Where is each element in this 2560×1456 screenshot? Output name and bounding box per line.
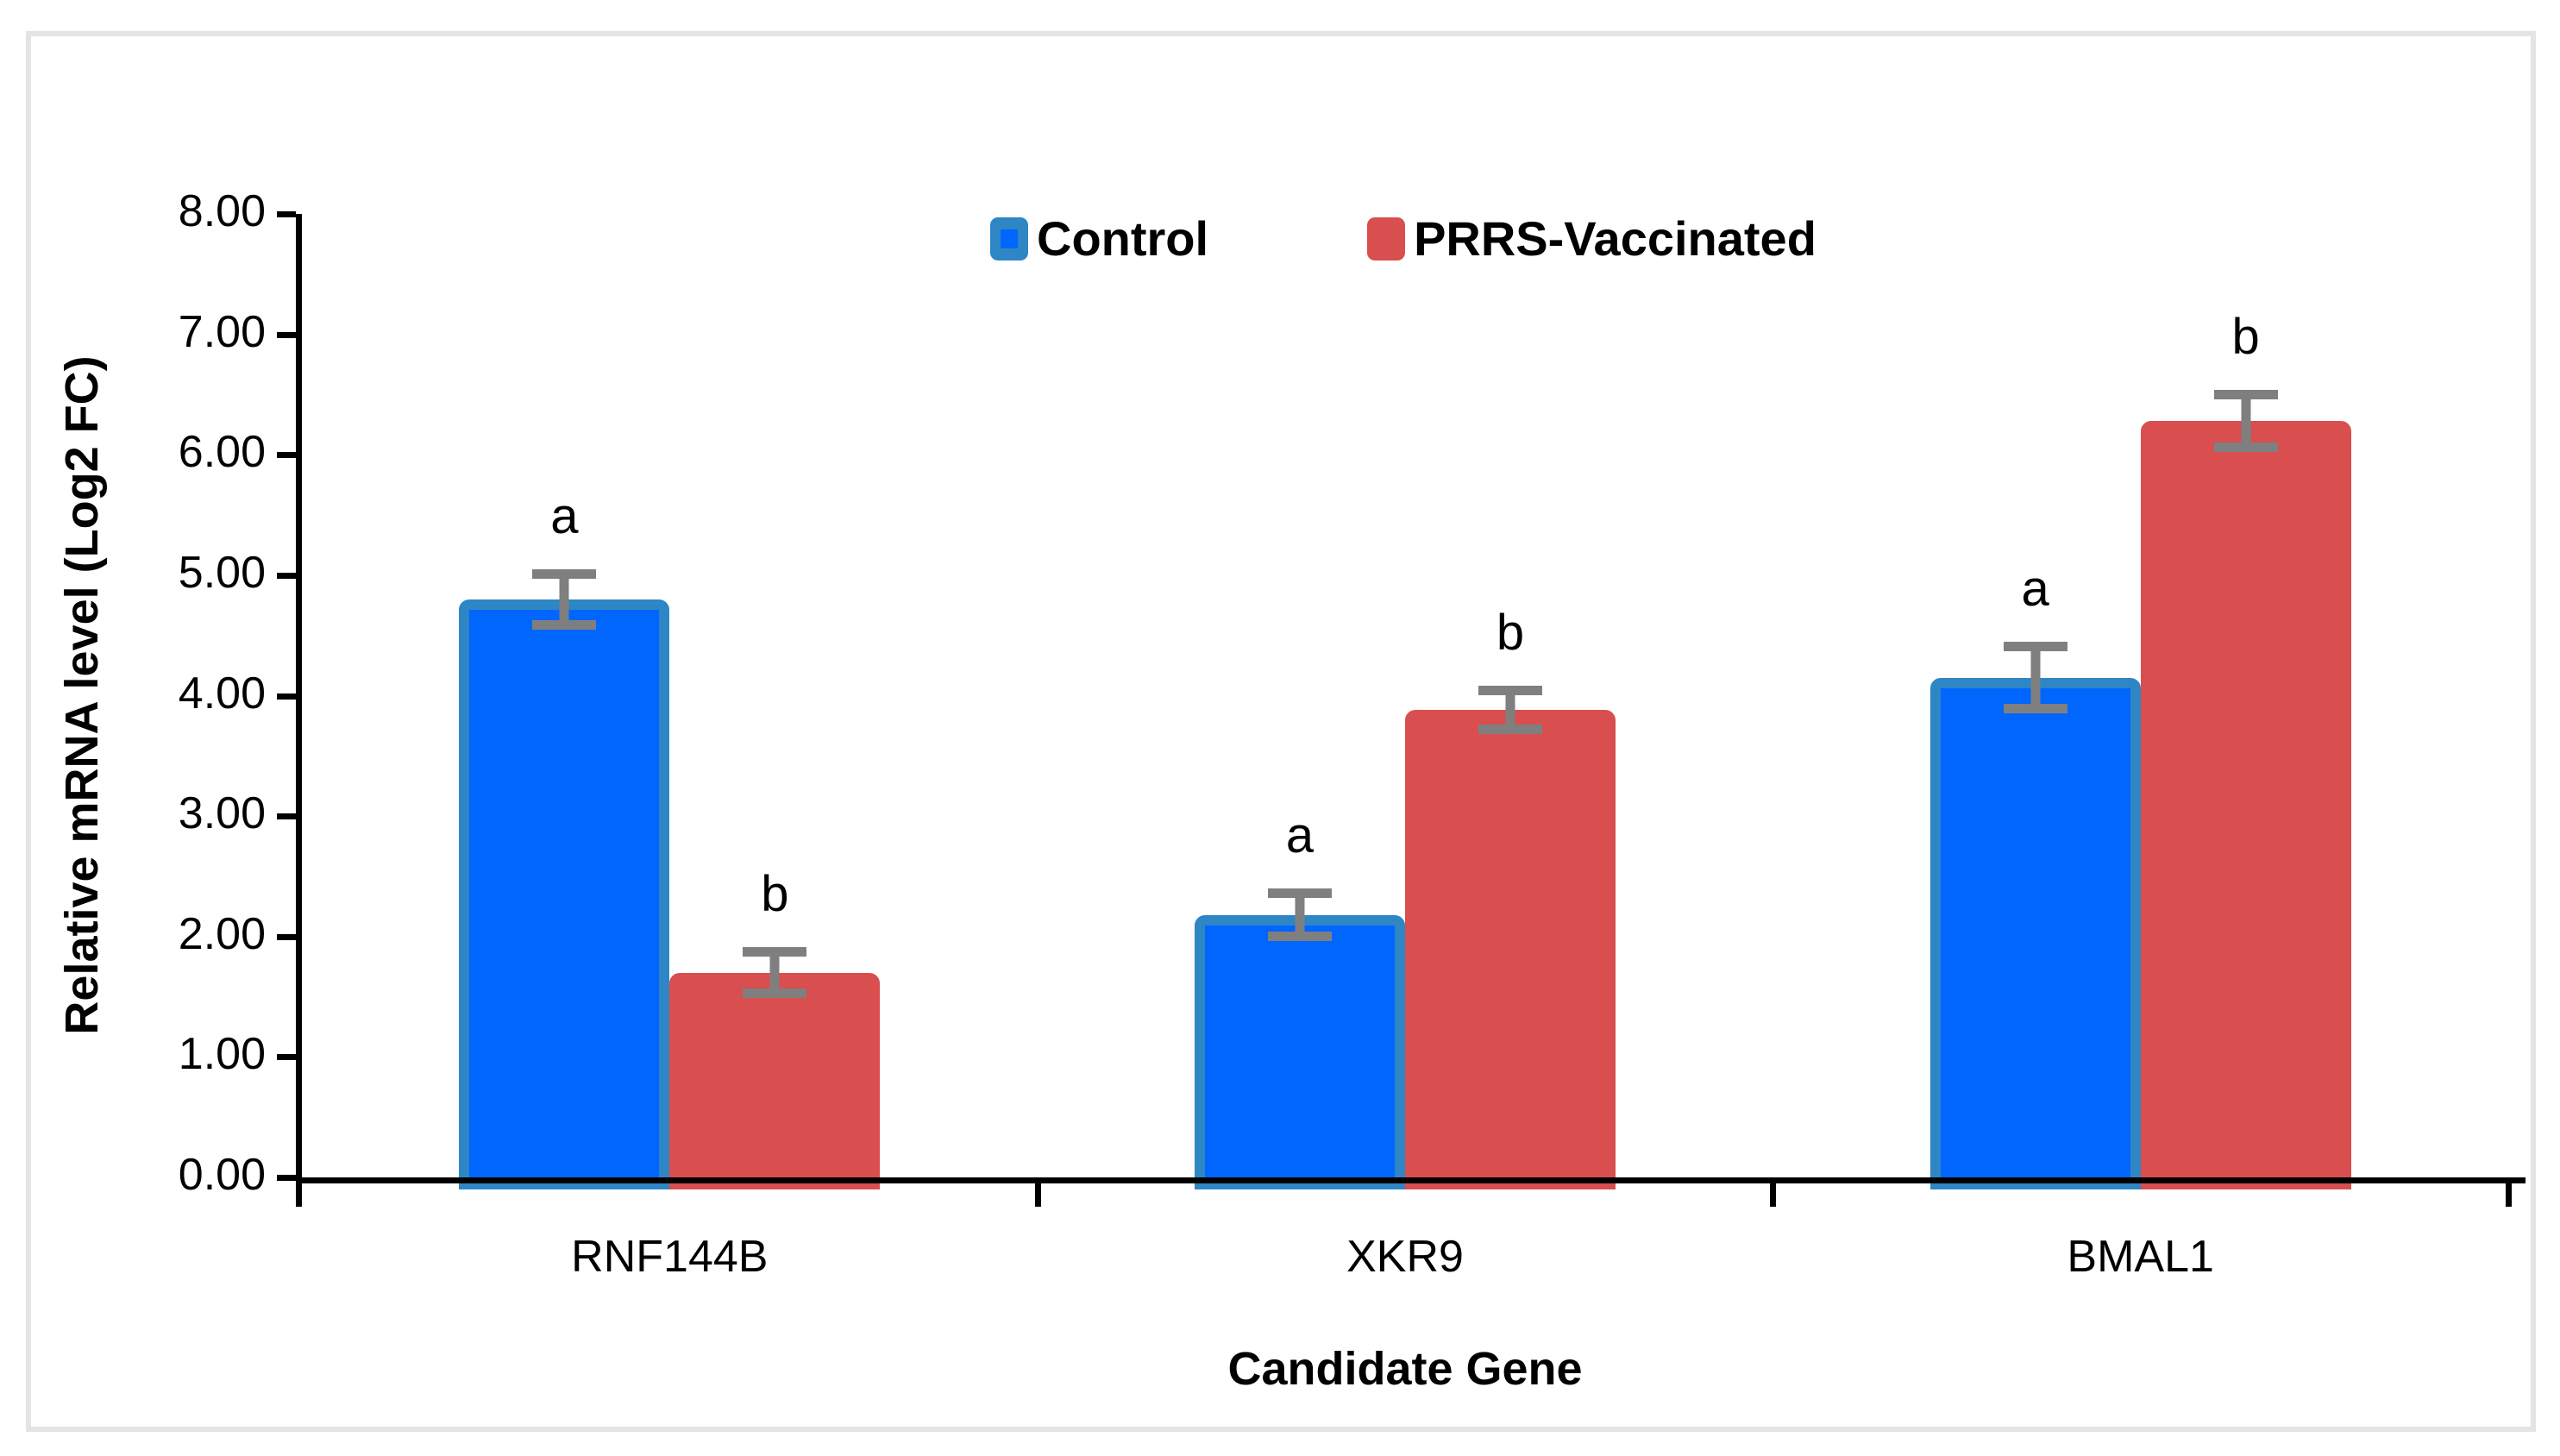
error-bar-cap-bottom (2003, 704, 2067, 714)
error-bar-line (769, 947, 780, 998)
legend-label: PRRS-Vaccinated (1414, 211, 1816, 266)
y-axis-tick-label: 7.00 (178, 306, 266, 357)
error-bar-line (559, 568, 569, 630)
legend-swatch-icon (1367, 217, 1406, 260)
error-bar (743, 947, 807, 998)
significance-letter: b (2231, 308, 2260, 365)
error-bar-cap-top (1478, 686, 1542, 696)
error-bar (2213, 389, 2278, 453)
significance-letter: a (550, 487, 579, 544)
error-bar-cap-top (532, 568, 597, 579)
y-axis-tick (277, 693, 296, 700)
y-axis-tick (277, 933, 296, 940)
error-bar-cap-bottom (2213, 442, 2278, 453)
error-bar (1478, 686, 1542, 735)
y-axis-tick (277, 1175, 296, 1181)
legend: Control PRRS-Vaccinated (990, 210, 1816, 267)
error-bar-line (1295, 888, 1305, 942)
y-axis-tick (277, 331, 296, 338)
bar-prrs-vaccinated-bmal1 (2140, 421, 2351, 1189)
y-axis-tick (277, 211, 296, 217)
y-axis-tick (277, 452, 296, 459)
error-bar-cap-bottom (1478, 725, 1542, 735)
y-axis-tick-label: 2.00 (178, 908, 266, 959)
legend-swatch-icon (990, 217, 1028, 260)
y-axis-tick-label: 8.00 (178, 186, 266, 236)
bar-control-xkr9 (1195, 914, 1405, 1189)
significance-letter: a (1285, 806, 1315, 863)
legend-item-prrs-vaccinated: PRRS-Vaccinated (1367, 210, 1816, 267)
legend-label: Control (1037, 211, 1209, 266)
y-axis-tick (277, 813, 296, 820)
legend-item-control: Control (990, 210, 1208, 267)
error-bar-cap-bottom (743, 988, 807, 998)
error-bar-line (1505, 686, 1515, 735)
significance-letter: b (761, 866, 789, 923)
error-bar-cap-top (2003, 641, 2067, 651)
error-bar-cap-top (743, 947, 807, 957)
y-axis-tick (277, 1054, 296, 1061)
significance-letter: a (2021, 560, 2049, 617)
y-axis-tick-label: 4.00 (178, 668, 266, 719)
category-label-rnf144b: RNF144B (571, 1232, 769, 1282)
y-axis-line (296, 214, 302, 1207)
legend-swatch-inner (1001, 229, 1018, 248)
error-bar-line (2030, 641, 2041, 714)
x-axis-divider-tick (1034, 1183, 1041, 1207)
x-axis-title: Candidate Gene (1227, 1343, 1583, 1395)
category-label-xkr9: XKR9 (1346, 1232, 1464, 1282)
x-axis-divider-tick (1770, 1183, 1777, 1207)
error-bar-line (2241, 389, 2251, 453)
category-label-bmal1: BMAL1 (2067, 1232, 2214, 1282)
y-axis-tick (277, 572, 296, 579)
error-bar (2003, 641, 2067, 714)
error-bar-cap-bottom (1268, 932, 1332, 942)
error-bar-cap-top (2213, 389, 2278, 399)
significance-letter: b (1496, 605, 1525, 662)
bar-prrs-vaccinated-rnf144b (669, 972, 881, 1189)
bar-control-rnf144b (459, 599, 670, 1189)
y-axis-tick-label: 5.00 (178, 547, 266, 598)
plot-area: a b RNF144B a b XKR9 a b BMAL1 0.00 1.00 2.00 3.00 4.… (179, 186, 2525, 1282)
y-axis-tick-label: 6.00 (178, 427, 266, 478)
y-axis-tick-label: 0.00 (178, 1150, 266, 1200)
y-axis-tick-label: 3.00 (178, 788, 266, 839)
x-axis-line (296, 1177, 2525, 1183)
error-bar (532, 568, 597, 630)
bar-prrs-vaccinated-xkr9 (1405, 710, 1616, 1189)
error-bar (1268, 888, 1332, 942)
error-bar-cap-bottom (532, 619, 597, 630)
error-bar-cap-top (1268, 888, 1332, 898)
bar-control-bmal1 (1929, 677, 2141, 1189)
y-axis-tick-label: 1.00 (178, 1029, 266, 1080)
x-axis-divider-tick (2506, 1183, 2512, 1207)
